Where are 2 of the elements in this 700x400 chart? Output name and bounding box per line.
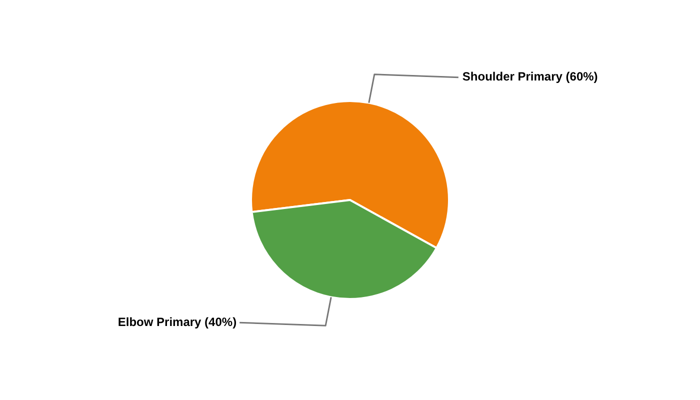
- slice-label: Elbow Primary (40%): [118, 314, 237, 329]
- slice-label: Shoulder Primary (60%): [462, 70, 598, 84]
